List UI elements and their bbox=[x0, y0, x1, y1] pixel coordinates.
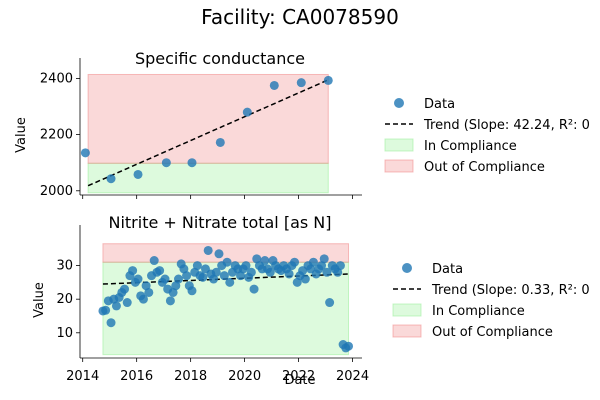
data-point bbox=[122, 298, 132, 308]
legend-label-in: In Compliance bbox=[432, 304, 525, 319]
legend: Data Trend (Slope: 0.33, R²: 0 In Complian… bbox=[392, 262, 590, 340]
data-point bbox=[133, 169, 143, 179]
data-point bbox=[160, 274, 170, 284]
y-tick-label: 10 bbox=[56, 326, 73, 341]
data-point bbox=[106, 318, 116, 328]
subplot-title: Nitrite + Nitrate total [as N] bbox=[108, 213, 331, 232]
data-point bbox=[249, 284, 259, 294]
data-point bbox=[284, 269, 294, 279]
data-point bbox=[211, 267, 221, 277]
data-point bbox=[182, 271, 192, 281]
data-point bbox=[260, 256, 270, 266]
data-point bbox=[161, 158, 171, 168]
out-of-compliance-band bbox=[87, 73, 329, 164]
data-point bbox=[138, 294, 148, 304]
data-point bbox=[155, 266, 165, 276]
data-point bbox=[187, 286, 197, 296]
data-point bbox=[300, 274, 310, 284]
subplot-specific-conductance: Specific conductance Value 200022002400 … bbox=[14, 49, 590, 199]
data-point bbox=[241, 261, 251, 271]
data-point bbox=[219, 271, 229, 281]
x-tick-label: 2014 bbox=[66, 369, 99, 384]
data-point bbox=[335, 261, 345, 271]
figure-title: Facility: CA0078590 bbox=[201, 5, 399, 29]
data-point bbox=[215, 137, 225, 147]
data-point bbox=[133, 274, 143, 284]
data-point bbox=[149, 256, 159, 266]
legend-data-marker bbox=[402, 263, 412, 273]
legend-out-swatch bbox=[392, 324, 422, 338]
y-tick-label: 2200 bbox=[40, 128, 73, 143]
legend-label-trend: Trend (Slope: 0.33, R²: 0 bbox=[431, 283, 590, 298]
data-point bbox=[128, 266, 138, 276]
x-tick-label: 2018 bbox=[174, 369, 207, 384]
y-tick-label: 30 bbox=[56, 259, 73, 274]
data-point bbox=[319, 254, 329, 264]
data-point bbox=[325, 298, 335, 308]
data-point bbox=[269, 80, 279, 90]
y-tick-label: 2000 bbox=[40, 184, 73, 199]
data-point bbox=[290, 257, 300, 267]
data-point bbox=[101, 305, 111, 315]
data-point bbox=[323, 75, 333, 85]
compliance-band bbox=[87, 162, 329, 194]
y-axis-label: Value bbox=[14, 117, 29, 153]
data-point bbox=[322, 267, 332, 277]
legend-label-trend: Trend (Slope: 42.24, R²: 0 bbox=[423, 118, 590, 133]
y-tick-label: 2400 bbox=[40, 71, 73, 86]
data-point bbox=[246, 267, 256, 277]
x-tick-label: 2024 bbox=[336, 369, 369, 384]
data-point bbox=[296, 78, 306, 88]
data-point bbox=[222, 257, 232, 267]
x-tick-label: 2022 bbox=[282, 369, 315, 384]
data-point bbox=[111, 301, 121, 311]
legend-in-swatch bbox=[392, 303, 422, 317]
data-point bbox=[165, 296, 175, 306]
x-tick-label: 2016 bbox=[120, 369, 153, 384]
data-point bbox=[308, 257, 318, 267]
data-point bbox=[120, 284, 130, 294]
legend-label-out: Out of Compliance bbox=[432, 325, 553, 340]
y-tick-label: 20 bbox=[56, 292, 73, 307]
x-tick-label: 2020 bbox=[228, 369, 261, 384]
data-point bbox=[144, 287, 154, 297]
legend-label-data: Data bbox=[424, 97, 455, 112]
legend-label-in: In Compliance bbox=[424, 139, 517, 154]
data-point bbox=[214, 249, 224, 259]
y-axis-label: Value bbox=[32, 282, 47, 318]
legend-data-marker bbox=[394, 98, 404, 108]
data-point bbox=[242, 107, 252, 117]
data-point bbox=[80, 148, 90, 158]
data-point bbox=[225, 277, 235, 287]
data-point bbox=[187, 158, 197, 168]
x-axis-label: Date bbox=[284, 373, 315, 388]
subplot-nitrite-nitrate: Nitrite + Nitrate total [as N] Value 10 2… bbox=[32, 213, 590, 384]
data-point bbox=[344, 341, 354, 351]
legend-label-out: Out of Compliance bbox=[424, 160, 545, 175]
data-point bbox=[265, 267, 275, 277]
legend-in-swatch bbox=[384, 138, 414, 152]
legend-out-swatch bbox=[384, 159, 414, 173]
trend-line bbox=[87, 79, 329, 187]
data-point bbox=[173, 274, 183, 284]
data-point bbox=[192, 261, 202, 271]
legend-label-data: Data bbox=[432, 262, 463, 277]
legend: Data Trend (Slope: 42.24, R²: 0 In Complia… bbox=[384, 97, 590, 175]
subplot-title: Specific conductance bbox=[135, 49, 305, 68]
data-point bbox=[106, 174, 116, 184]
data-point bbox=[203, 245, 213, 255]
data-point bbox=[198, 272, 208, 282]
